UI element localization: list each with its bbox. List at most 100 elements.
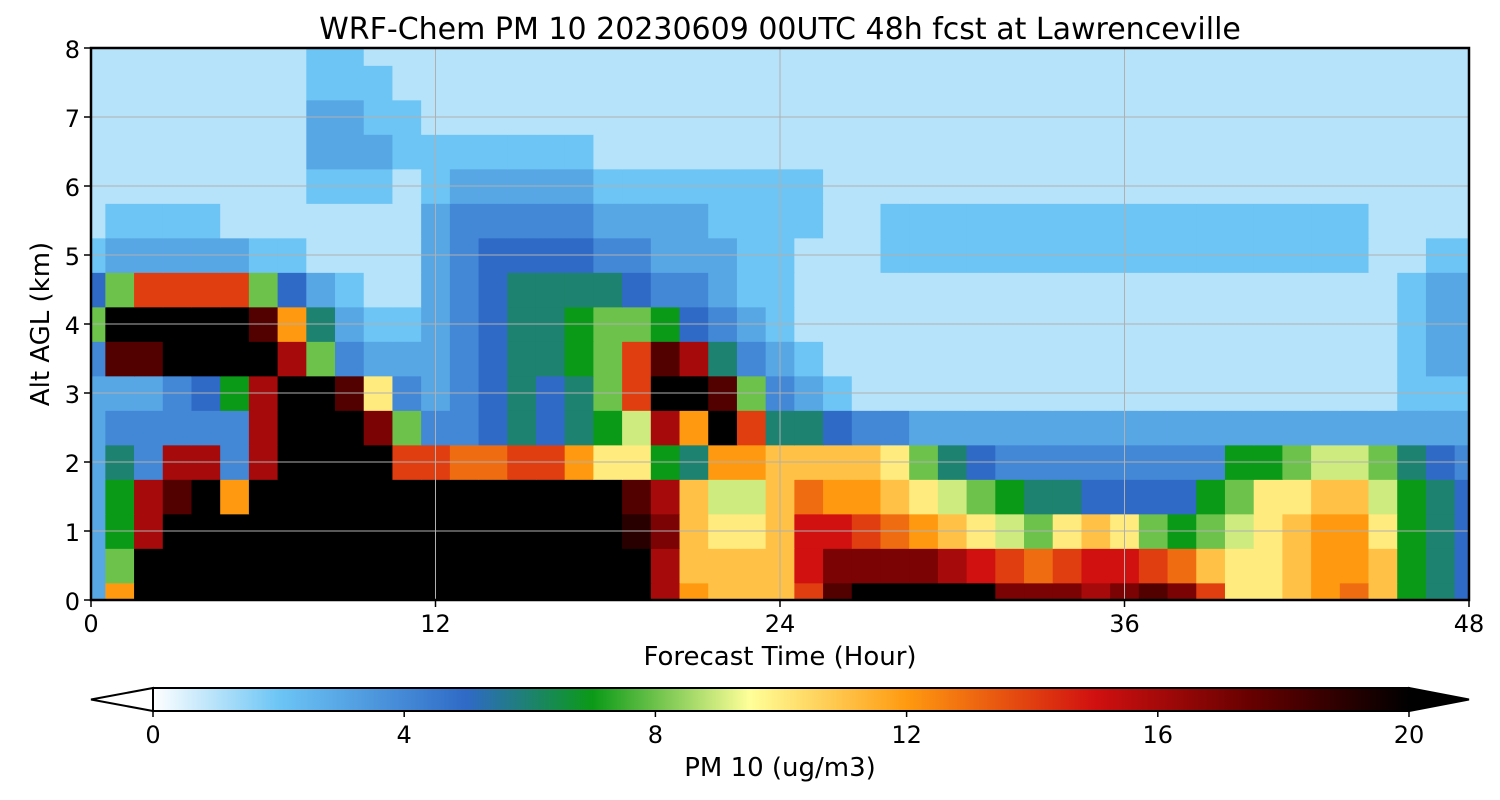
heatmap-cell	[622, 203, 652, 239]
heatmap-cell	[851, 341, 882, 377]
x-tick-label: 12	[420, 610, 451, 638]
heatmap-cell	[478, 479, 508, 515]
heatmap-cell	[1224, 272, 1255, 308]
heatmap-cell	[1454, 479, 1469, 515]
heatmap-cell	[335, 341, 365, 377]
heatmap-cell	[277, 582, 307, 600]
heatmap-cell	[823, 479, 853, 515]
heatmap-cell	[564, 410, 594, 446]
heatmap-cell	[134, 548, 164, 584]
heatmap-cell	[622, 48, 652, 66]
heatmap-cell	[1052, 410, 1083, 446]
heatmap-cell	[1024, 134, 1054, 170]
heatmap-cell	[277, 48, 307, 66]
heatmap-cell	[708, 582, 738, 600]
heatmap-cell	[823, 272, 853, 308]
heatmap-cell	[535, 65, 566, 101]
y-axis-label: Alt AGL (km)	[26, 242, 56, 406]
heatmap-cell	[823, 203, 853, 239]
heatmap-cell	[650, 548, 681, 584]
heatmap-cell	[478, 203, 508, 239]
heatmap-cell	[162, 548, 193, 584]
heatmap-cell	[134, 341, 164, 377]
heatmap-cell	[535, 48, 566, 66]
y-tick-label: 3	[65, 381, 80, 409]
heatmap-cell	[736, 341, 767, 377]
heatmap-cell	[1167, 479, 1197, 515]
heatmap-cell	[105, 410, 135, 446]
heatmap-cell	[1196, 548, 1226, 584]
y-tick-label: 8	[65, 36, 80, 64]
heatmap-cell	[995, 65, 1025, 101]
heatmap-cell	[794, 134, 824, 170]
heatmap-cell	[736, 548, 767, 584]
heatmap-cell	[449, 548, 480, 584]
heatmap-cell	[1024, 582, 1054, 600]
heatmap-cell	[277, 65, 307, 101]
heatmap-cell	[650, 341, 681, 377]
heatmap-cell	[679, 582, 709, 600]
heatmap-cell	[191, 134, 221, 170]
heatmap-cell	[248, 548, 279, 584]
heatmap-cell	[478, 548, 508, 584]
heatmap-cell	[564, 341, 594, 377]
heatmap-cell	[1138, 582, 1169, 600]
heatmap-cell	[91, 203, 106, 239]
heatmap-cell	[1339, 65, 1370, 101]
heatmap-cell	[966, 341, 996, 377]
heatmap-cell	[191, 410, 221, 446]
heatmap-cell	[277, 548, 307, 584]
heatmap-cell	[1253, 48, 1283, 66]
heatmap-cell	[622, 65, 652, 101]
heatmap-cell	[392, 341, 422, 377]
heatmap-cell	[335, 479, 365, 515]
heatmap-cell	[650, 479, 681, 515]
heatmap-cell	[335, 272, 365, 308]
heatmap-cell	[306, 65, 336, 101]
heatmap-cell	[995, 48, 1025, 66]
heatmap-cell	[679, 341, 709, 377]
heatmap-cell	[622, 548, 652, 584]
heatmap-cell	[1196, 203, 1226, 239]
heatmap-cell	[1224, 548, 1255, 584]
heatmap-cell	[191, 272, 221, 308]
heatmap-cell	[794, 479, 824, 515]
heatmap-cell	[851, 548, 882, 584]
heatmap-cell	[91, 341, 106, 377]
heatmap-cell	[1081, 410, 1111, 446]
heatmap-cell	[162, 479, 193, 515]
heatmap-cell	[851, 203, 882, 239]
heatmap-cell	[507, 203, 537, 239]
heatmap-cell	[1224, 65, 1255, 101]
heatmap-cell	[1311, 134, 1341, 170]
heatmap-cell	[851, 582, 882, 600]
heatmap-cell	[1196, 479, 1226, 515]
heatmap-cell	[1081, 548, 1111, 584]
heatmap-cell	[392, 203, 422, 239]
heatmap-cell	[191, 203, 221, 239]
heatmap-cell	[937, 203, 968, 239]
heatmap-cell	[1052, 48, 1083, 66]
heatmap-cell	[363, 65, 394, 101]
heatmap-cell	[909, 134, 939, 170]
heatmap-cell	[909, 410, 939, 446]
heatmap-cell	[1425, 48, 1456, 66]
heatmap-cell	[1311, 203, 1341, 239]
heatmap-cell	[1339, 272, 1370, 308]
heatmap-cell	[507, 341, 537, 377]
colorbar-tick-label: 8	[648, 721, 663, 749]
heatmap-cell	[966, 134, 996, 170]
heatmap-cell	[593, 272, 623, 308]
heatmap-cell	[1052, 479, 1083, 515]
heatmap-cell	[363, 341, 394, 377]
heatmap-cell	[1282, 548, 1312, 584]
heatmap-cell	[1253, 272, 1283, 308]
heatmap-cell	[1339, 203, 1370, 239]
heatmap-cell	[823, 341, 853, 377]
heatmap-cell	[91, 48, 106, 66]
heatmap-cell	[622, 479, 652, 515]
heatmap-cell	[105, 479, 135, 515]
heatmap-cell	[535, 479, 566, 515]
heatmap-cell	[564, 65, 594, 101]
